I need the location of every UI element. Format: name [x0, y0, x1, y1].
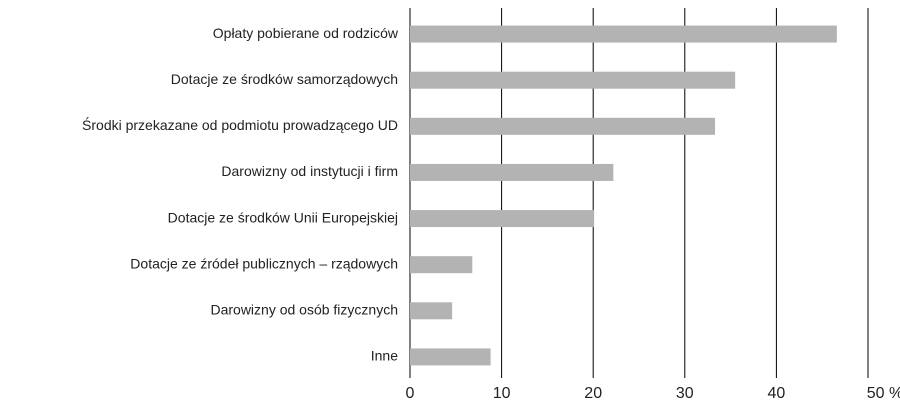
bar [410, 25, 837, 43]
y-tick-label: Dotacje ze środków Unii Europejskiej [168, 209, 398, 225]
x-tick-label: 10 [493, 385, 511, 402]
x-tick-label: 50 % [867, 385, 900, 402]
y-tick-label: Inne [371, 348, 398, 364]
y-tick-label: Dotacje ze źródeł publicznych – rządowyc… [130, 255, 398, 271]
x-tick-label: 40 [768, 385, 786, 402]
bar [410, 71, 736, 89]
y-tick-label: Darowizny od instytucji i firm [221, 163, 398, 179]
bar [410, 210, 595, 228]
bar [410, 117, 716, 135]
bar [410, 256, 473, 274]
y-tick-label: Darowizny od osób fizycznych [210, 302, 398, 318]
y-tick-label: Dotacje ze środków samorządowych [171, 71, 398, 87]
x-tick-label: 0 [406, 385, 415, 402]
x-tick-label: 20 [584, 385, 602, 402]
x-tick-label: 30 [676, 385, 694, 402]
bar [410, 348, 491, 366]
y-tick-label: Środki przekazane od podmiotu prowadzące… [82, 116, 398, 133]
bar [410, 163, 614, 181]
y-tick-label: Opłaty pobierane od rodziców [213, 25, 399, 41]
bar [410, 302, 453, 320]
